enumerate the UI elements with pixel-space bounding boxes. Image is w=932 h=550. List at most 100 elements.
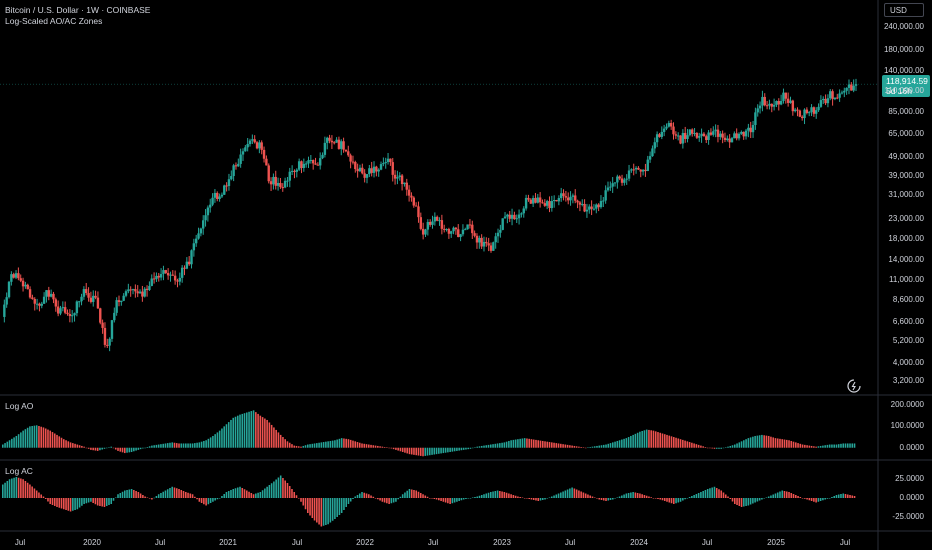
candle-body: [805, 109, 809, 114]
ac-bar: [22, 479, 24, 498]
ac-bar: [799, 497, 802, 498]
ao-bar: [114, 447, 117, 450]
ac-bar: [686, 498, 689, 499]
ao-bar: [657, 432, 659, 448]
price-axis-tick: 8,600.00: [892, 294, 924, 304]
ao-bar: [758, 435, 761, 448]
ao-bar: [654, 431, 657, 448]
ac-bar: [58, 498, 61, 508]
ao-bar: [727, 446, 729, 448]
candle-body: [618, 176, 621, 179]
candle-body: [852, 85, 855, 91]
ac-bar: [26, 482, 29, 498]
candle-body: [672, 126, 675, 135]
candle-body: [19, 278, 22, 281]
ao-bar: [738, 442, 741, 448]
ao-bar: [277, 432, 280, 448]
ao-bar: [456, 447, 458, 451]
ac-bar: [191, 494, 194, 498]
candle-body: [726, 138, 729, 140]
ao-bar: [602, 444, 605, 448]
ac-bar: [415, 490, 418, 498]
ac-bar: [40, 494, 42, 498]
ac-bar: [377, 498, 379, 500]
candle-body: [691, 129, 694, 134]
candle-body: [641, 169, 645, 172]
ao-bar: [634, 433, 637, 448]
candle-body: [73, 313, 76, 316]
ao-bar: [142, 447, 144, 449]
ao-bar: [24, 429, 27, 448]
ac-bar: [295, 495, 298, 498]
ao-bar: [514, 439, 517, 448]
candle-body: [545, 201, 549, 206]
ao-bar: [503, 442, 506, 448]
ao-bar: [553, 442, 555, 448]
candle-body: [499, 229, 502, 233]
candle-body: [653, 142, 656, 149]
ao-bar: [810, 445, 813, 448]
ac-bar: [241, 488, 244, 498]
candle-body: [632, 169, 635, 171]
candle-body: [237, 163, 240, 167]
ao-pane-label[interactable]: Log AO: [5, 401, 34, 411]
ac-bar: [704, 490, 707, 498]
candle-body: [613, 182, 617, 184]
candle-body: [550, 201, 554, 209]
ac-bar: [236, 487, 239, 498]
currency-button[interactable]: USD: [884, 3, 924, 17]
candle-body: [747, 127, 750, 131]
candle-body: [850, 84, 853, 91]
ao-bar: [496, 443, 499, 448]
ac-bar: [537, 498, 540, 501]
candle-body: [517, 214, 521, 219]
ac-bar: [148, 498, 151, 499]
ao-bar: [257, 413, 259, 448]
candle-body: [293, 170, 296, 172]
ac-bar: [2, 484, 4, 498]
ao-bar: [47, 429, 49, 448]
ac-bar: [426, 496, 429, 498]
ac-bar: [607, 498, 610, 501]
candle-body: [386, 158, 390, 163]
time-axis-tick: 2025: [767, 538, 785, 547]
ao-bar: [808, 445, 811, 448]
ac-bar: [575, 489, 578, 498]
candle-body: [646, 159, 649, 172]
ac-bar: [345, 498, 347, 507]
ac-bar: [413, 490, 415, 498]
ao-bar: [510, 440, 512, 448]
ao-bar: [562, 444, 564, 448]
ao-bar: [736, 443, 738, 448]
ac-pane-label[interactable]: Log AC: [5, 466, 33, 476]
ao-bar: [819, 445, 822, 448]
ao-bar: [60, 437, 63, 448]
ac-bar: [31, 486, 33, 498]
ao-bar: [255, 412, 257, 448]
symbol-legend[interactable]: Bitcoin / U.S. Dollar · 1W · COINBASE: [5, 5, 151, 15]
ac-bar: [539, 498, 542, 501]
ao-bar: [476, 446, 479, 448]
time-axis-tick: Jul: [564, 538, 576, 547]
ao-bar: [697, 444, 700, 448]
time-axis-tick: Jul: [291, 538, 303, 547]
ac-bar: [600, 498, 603, 500]
ac-bar: [386, 498, 388, 504]
candle-body: [592, 208, 596, 210]
indicator-legend[interactable]: Log-Scaled AO/AC Zones: [5, 16, 103, 26]
ao-bar: [704, 447, 707, 448]
ac-bar: [257, 492, 259, 498]
candle-body: [241, 151, 245, 155]
ac-bar: [218, 498, 221, 499]
ao-bar: [478, 446, 481, 448]
ac-bar: [221, 496, 223, 498]
ao-bar: [623, 438, 625, 448]
reload-icon[interactable]: [846, 378, 862, 394]
ac-bar: [388, 498, 390, 504]
ac-bar: [372, 496, 375, 498]
ao-bar: [117, 447, 119, 451]
ac-bar: [108, 498, 110, 505]
ao-bar: [591, 446, 594, 448]
